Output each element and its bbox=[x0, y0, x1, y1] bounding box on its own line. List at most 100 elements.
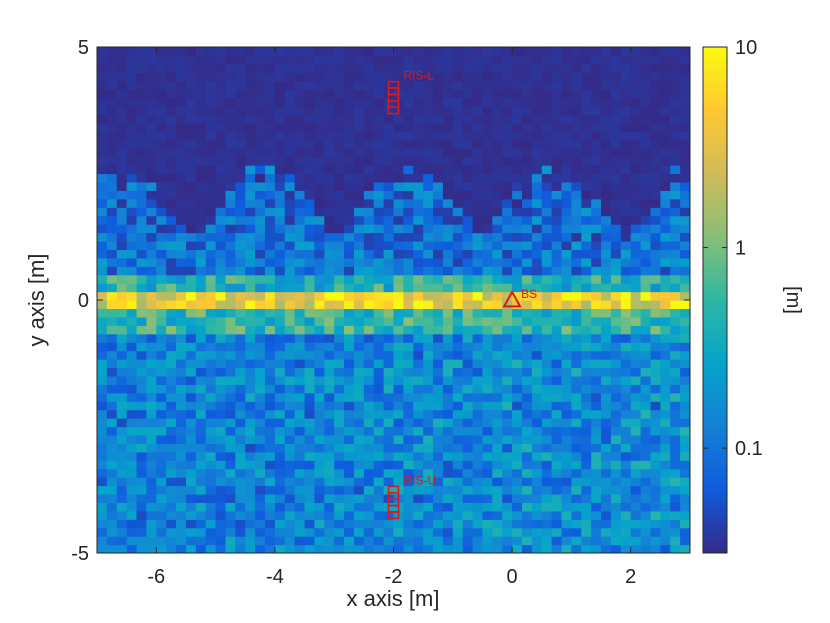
heatmap-cell bbox=[462, 173, 474, 183]
heatmap-cell bbox=[235, 72, 246, 82]
heatmap-cell bbox=[591, 131, 602, 141]
heatmap-cell bbox=[423, 266, 434, 276]
heatmap-cell bbox=[452, 89, 464, 99]
heatmap-cell bbox=[156, 544, 167, 553]
heatmap-cell bbox=[521, 468, 533, 478]
heatmap-cell bbox=[255, 316, 266, 326]
heatmap-cell bbox=[274, 493, 286, 503]
heatmap-cell bbox=[670, 485, 681, 495]
heatmap-cell bbox=[176, 426, 187, 436]
heatmap-cell bbox=[561, 544, 572, 553]
heatmap-cell bbox=[670, 493, 681, 503]
heatmap-cell bbox=[146, 156, 157, 166]
heatmap-cell bbox=[146, 325, 157, 335]
heatmap-cell bbox=[294, 392, 306, 402]
heatmap-cell bbox=[265, 300, 276, 310]
heatmap-cell bbox=[146, 148, 157, 158]
heatmap-cell bbox=[413, 510, 424, 520]
heatmap-cell bbox=[304, 367, 316, 377]
heatmap-cell bbox=[521, 198, 533, 208]
heatmap-cell bbox=[304, 493, 316, 503]
heatmap-cell bbox=[353, 47, 365, 57]
heatmap-cell bbox=[363, 451, 375, 461]
heatmap-cell bbox=[126, 89, 138, 99]
heatmap-cell bbox=[195, 266, 207, 276]
heatmap-cell bbox=[423, 300, 434, 310]
x-tick-label: -4 bbox=[266, 566, 284, 588]
heatmap-cell bbox=[630, 156, 642, 166]
heatmap-cell bbox=[255, 156, 266, 166]
heatmap-cell bbox=[195, 401, 207, 411]
heatmap-cell bbox=[383, 367, 395, 377]
heatmap-cell bbox=[650, 122, 661, 132]
heatmap-cell bbox=[433, 240, 444, 250]
heatmap-cell bbox=[205, 477, 217, 487]
heatmap-cell bbox=[255, 443, 266, 453]
heatmap-cell bbox=[482, 55, 493, 65]
heatmap-cell bbox=[442, 316, 454, 326]
heatmap-cell bbox=[363, 148, 375, 158]
heatmap-cell bbox=[156, 232, 167, 242]
heatmap-cell bbox=[512, 443, 523, 453]
heatmap-cell bbox=[344, 207, 355, 217]
heatmap-cell bbox=[660, 342, 671, 352]
heatmap-cell bbox=[235, 384, 246, 394]
heatmap-cell bbox=[601, 47, 612, 57]
heatmap-cell bbox=[185, 274, 197, 284]
heatmap-cell bbox=[324, 485, 335, 495]
heatmap-cell bbox=[383, 122, 395, 132]
heatmap-cell bbox=[363, 207, 375, 217]
heatmap-cell bbox=[225, 148, 236, 158]
heatmap-cell bbox=[413, 165, 424, 175]
heatmap-cell bbox=[472, 527, 484, 537]
heatmap-cell bbox=[591, 325, 602, 335]
heatmap-cell bbox=[344, 384, 355, 394]
heatmap-cell bbox=[571, 477, 582, 487]
heatmap-cell bbox=[413, 384, 424, 394]
heatmap-cell bbox=[482, 468, 493, 478]
heatmap-cell bbox=[324, 477, 335, 487]
heatmap-cell bbox=[284, 106, 296, 116]
heatmap-cell bbox=[265, 510, 276, 520]
heatmap-cell bbox=[235, 325, 246, 335]
heatmap-cell bbox=[442, 122, 454, 132]
heatmap-cell bbox=[442, 519, 454, 529]
heatmap-cell bbox=[433, 519, 444, 529]
heatmap-cell bbox=[591, 384, 602, 394]
heatmap-cell bbox=[353, 198, 365, 208]
heatmap-cell bbox=[225, 493, 236, 503]
heatmap-cell bbox=[482, 426, 493, 436]
heatmap-cell bbox=[591, 333, 602, 343]
heatmap-cell bbox=[156, 97, 167, 107]
heatmap-cell bbox=[255, 173, 266, 183]
heatmap-cell bbox=[541, 156, 553, 166]
heatmap-cell bbox=[314, 519, 325, 529]
heatmap-cell bbox=[324, 502, 335, 512]
heatmap-cell bbox=[344, 106, 355, 116]
heatmap-cell bbox=[442, 426, 454, 436]
heatmap-cell bbox=[136, 510, 148, 520]
heatmap-cell bbox=[284, 122, 296, 132]
heatmap-cell bbox=[591, 426, 602, 436]
heatmap-cell bbox=[116, 274, 128, 284]
heatmap-cell bbox=[334, 359, 345, 369]
heatmap-cell bbox=[492, 384, 503, 394]
heatmap-cell bbox=[274, 342, 286, 352]
heatmap-cell bbox=[353, 283, 365, 293]
heatmap-cell bbox=[255, 89, 266, 99]
heatmap-cell bbox=[442, 198, 454, 208]
heatmap-cell bbox=[403, 300, 414, 310]
heatmap-cell bbox=[185, 156, 197, 166]
heatmap-cell bbox=[383, 418, 395, 428]
heatmap-cell bbox=[97, 249, 108, 259]
heatmap-cell bbox=[255, 224, 266, 234]
heatmap-cell bbox=[146, 350, 157, 360]
heatmap-cell bbox=[116, 266, 128, 276]
heatmap-cell bbox=[581, 451, 592, 461]
heatmap-cell bbox=[591, 80, 602, 90]
heatmap-cell bbox=[363, 434, 375, 444]
heatmap-cell bbox=[551, 106, 563, 116]
heatmap-cell bbox=[561, 426, 572, 436]
heatmap-cell bbox=[482, 173, 493, 183]
